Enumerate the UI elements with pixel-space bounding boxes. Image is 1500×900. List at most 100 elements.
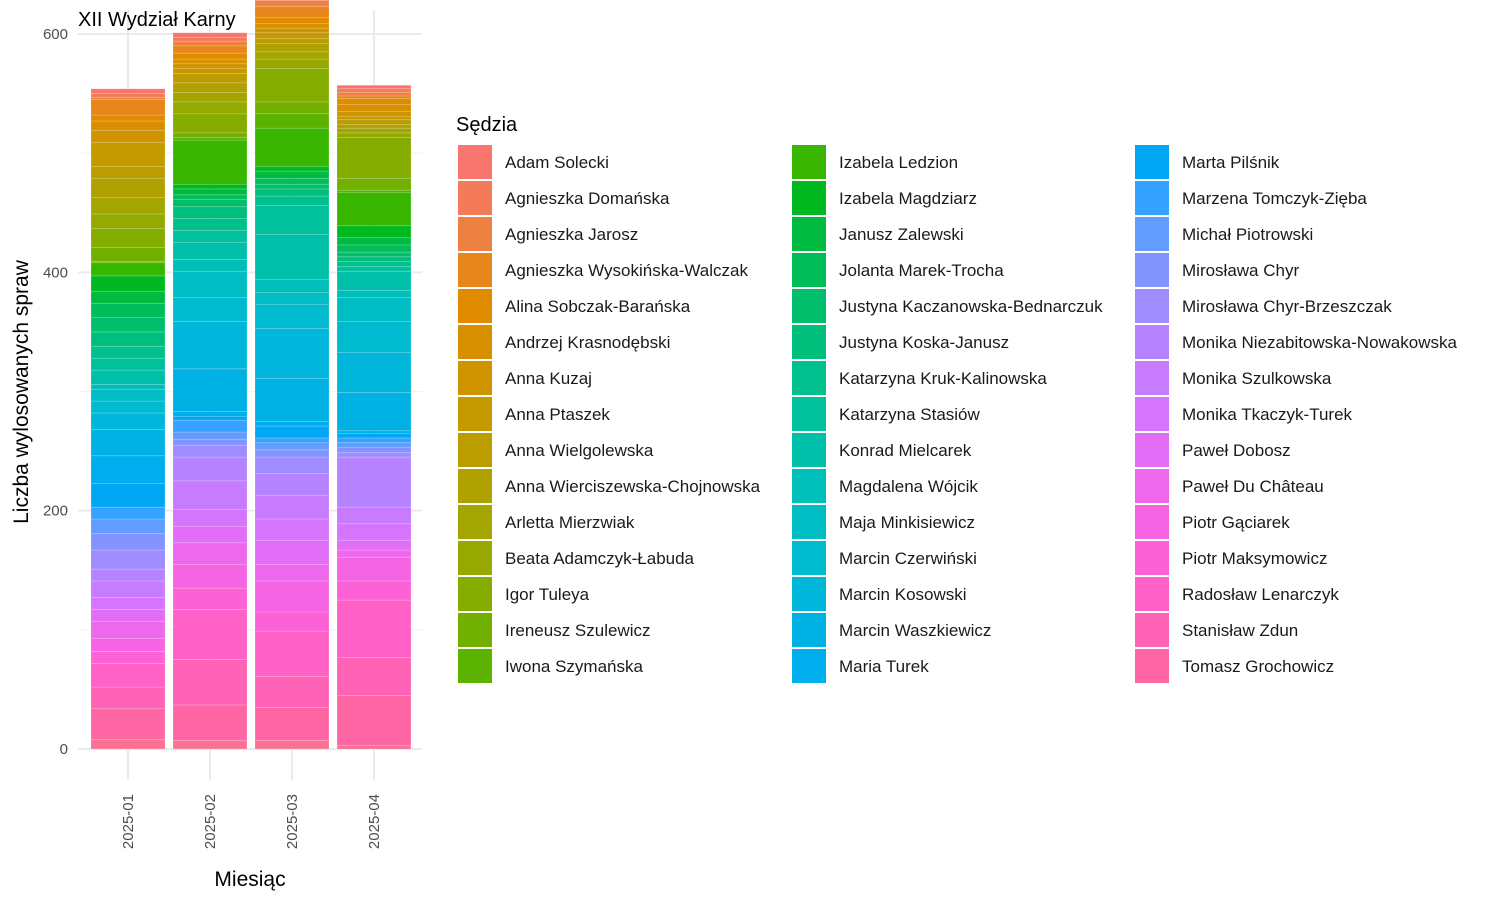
bar-segment bbox=[254, 38, 330, 44]
bar-segment bbox=[336, 437, 412, 443]
legend-label: Marcin Waszkiewicz bbox=[839, 621, 991, 640]
bar-segment bbox=[172, 188, 248, 196]
bar-segment bbox=[336, 506, 412, 525]
legend-label: Monika Tkaczyk-Turek bbox=[1182, 405, 1353, 424]
bar-segment bbox=[336, 599, 412, 658]
legend-label: Igor Tuleya bbox=[505, 585, 590, 604]
bar-segment bbox=[90, 637, 166, 652]
bar-segment bbox=[336, 111, 412, 117]
legend-label: Adam Solecki bbox=[505, 153, 609, 172]
bar-segment bbox=[336, 442, 412, 448]
legend-label: Andrzej Krasnodębski bbox=[505, 333, 670, 352]
bar-segment bbox=[172, 242, 248, 260]
legend-label: Agnieszka Domańska bbox=[505, 189, 670, 208]
legend-key bbox=[1135, 649, 1169, 683]
legend-key bbox=[458, 361, 492, 395]
bar-segment bbox=[254, 564, 330, 582]
legend-label: Anna Ptaszek bbox=[505, 405, 610, 424]
legend-key bbox=[458, 397, 492, 431]
bar-segment bbox=[254, 0, 330, 1]
bar-segment bbox=[172, 411, 248, 417]
bar-segment bbox=[172, 704, 248, 741]
bar-segment bbox=[254, 170, 330, 179]
bar-segment bbox=[336, 297, 412, 322]
bar-segment bbox=[336, 104, 412, 112]
legend-key bbox=[792, 505, 826, 539]
bar-segment bbox=[90, 331, 166, 347]
legend-label: Paweł Dobosz bbox=[1182, 441, 1291, 460]
bar-segment bbox=[254, 195, 330, 206]
legend-key bbox=[792, 325, 826, 359]
bar-segment bbox=[90, 130, 166, 143]
bar-segment bbox=[172, 270, 248, 298]
bar-segment bbox=[172, 230, 248, 243]
bar-segment bbox=[254, 676, 330, 708]
legend-key bbox=[1135, 325, 1169, 359]
legend-key bbox=[792, 397, 826, 431]
bar-segment bbox=[172, 40, 248, 47]
bar-segment bbox=[172, 132, 248, 138]
legend-key bbox=[458, 289, 492, 323]
bar-segment bbox=[254, 421, 330, 427]
bar-segment bbox=[90, 686, 166, 709]
bar-segment bbox=[254, 51, 330, 60]
bar-segment bbox=[90, 197, 166, 215]
bar-segment bbox=[90, 114, 166, 122]
x-axis-title: Miesiąc bbox=[214, 868, 285, 891]
bar-segment bbox=[90, 247, 166, 262]
bar-segment bbox=[90, 142, 166, 167]
bar-segment bbox=[336, 119, 412, 125]
bar-segment bbox=[254, 740, 330, 750]
legend-label: Mirosława Chyr bbox=[1182, 261, 1299, 280]
legend-key bbox=[1135, 253, 1169, 287]
legend-key bbox=[458, 433, 492, 467]
bar-segment bbox=[254, 188, 330, 197]
y-tick-label: 0 bbox=[60, 741, 68, 758]
legend-key bbox=[1135, 397, 1169, 431]
bar-segment bbox=[336, 124, 412, 129]
bar-segment bbox=[336, 447, 412, 453]
legend-label: Magdalena Wójcik bbox=[839, 477, 978, 496]
bar-segment bbox=[254, 279, 330, 293]
legend-label: Stanisław Zdun bbox=[1182, 621, 1298, 640]
bar-segment bbox=[254, 113, 330, 129]
bar-segment bbox=[254, 494, 330, 520]
bar-segment bbox=[254, 630, 330, 677]
legend-key bbox=[458, 253, 492, 287]
bar-segment bbox=[172, 444, 248, 458]
legend-label: Monika Niezabitowska-Nowakowska bbox=[1182, 333, 1457, 352]
bar-segment bbox=[336, 456, 412, 508]
bar-segment bbox=[336, 237, 412, 246]
legend-key bbox=[1135, 577, 1169, 611]
bar-segment bbox=[254, 205, 330, 235]
bar-segment bbox=[90, 651, 166, 664]
bar-segment bbox=[172, 480, 248, 510]
y-tick-label: 400 bbox=[43, 264, 68, 281]
bar-segment bbox=[172, 431, 248, 440]
bar-segment bbox=[172, 609, 248, 660]
bar-segment bbox=[172, 416, 248, 421]
bar-segment bbox=[254, 101, 330, 115]
bar-segment bbox=[90, 518, 166, 534]
legend-label: Anna Wierciszewska-Chojnowska bbox=[505, 477, 761, 496]
bar-segment bbox=[336, 192, 412, 227]
bar-segment bbox=[336, 580, 412, 601]
legend-label: Piotr Gąciarek bbox=[1182, 513, 1290, 532]
bar-segment bbox=[336, 656, 412, 696]
legend-label: Radosław Lenarczyk bbox=[1182, 585, 1339, 604]
bar-segment bbox=[172, 206, 248, 219]
bar-segment bbox=[336, 452, 412, 458]
bar-segment bbox=[90, 708, 166, 740]
bar-segment bbox=[254, 68, 330, 103]
legend-label: Tomasz Grochowicz bbox=[1182, 657, 1334, 676]
legend-key bbox=[1135, 433, 1169, 467]
legend-key bbox=[1135, 613, 1169, 647]
bar-segment bbox=[336, 177, 412, 191]
bar-segment bbox=[172, 542, 248, 565]
bar-segment bbox=[336, 244, 412, 253]
legend-key bbox=[1135, 505, 1169, 539]
legend-label: Izabela Magdziarz bbox=[839, 189, 977, 208]
bar-segment bbox=[254, 378, 330, 422]
bar-segment bbox=[172, 218, 248, 231]
bar-segment bbox=[90, 345, 166, 359]
